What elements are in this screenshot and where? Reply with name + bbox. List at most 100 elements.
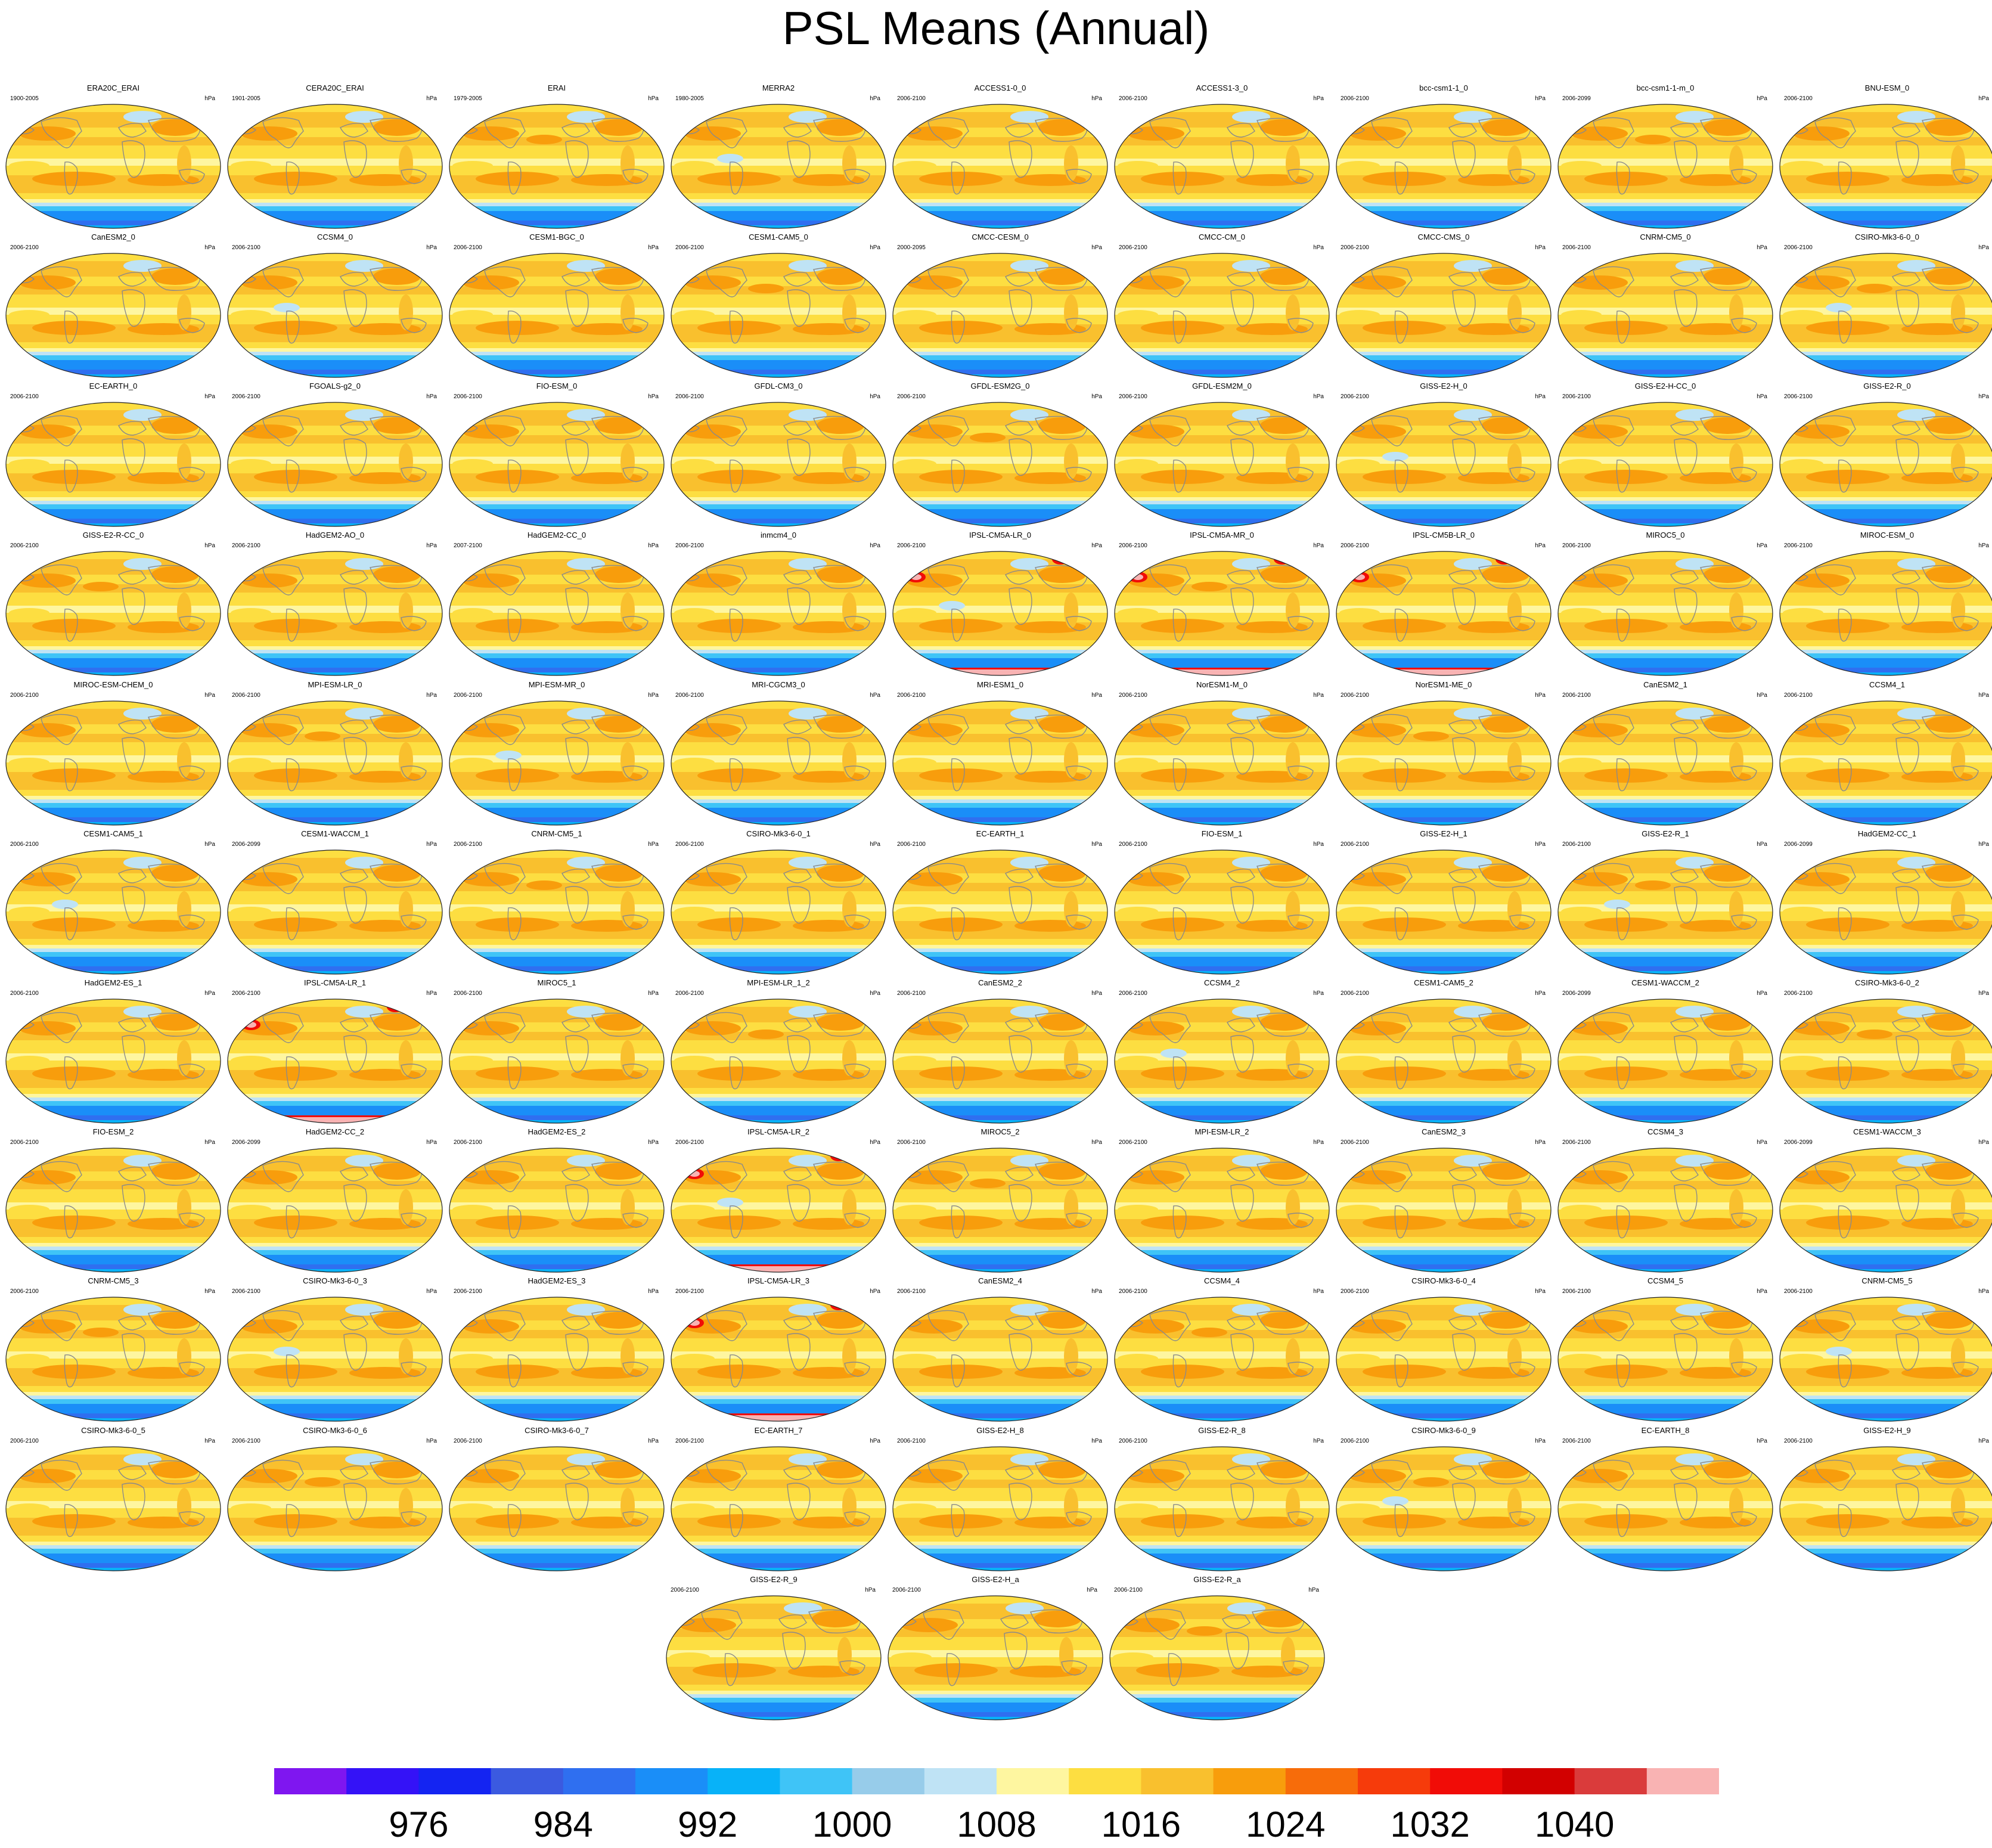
panel-units: hPa bbox=[1535, 95, 1546, 102]
world-map bbox=[1114, 1148, 1330, 1273]
colorbar-tick-label: 1000 bbox=[812, 1804, 892, 1844]
panel-period: 2006-2100 bbox=[1562, 692, 1591, 699]
panel-period: 2006-2100 bbox=[232, 1288, 260, 1295]
colorbar-swatch bbox=[563, 1768, 636, 1794]
map-panel: CCSM4_5 2006-2100 hPa bbox=[1557, 1276, 1773, 1424]
world-map bbox=[1779, 849, 1992, 975]
world-map bbox=[1779, 700, 1992, 826]
panel-period: 2006-2100 bbox=[675, 990, 704, 997]
panel-units: hPa bbox=[204, 95, 215, 102]
pressure-field bbox=[449, 1447, 664, 1571]
panel-title: GISS-E2-R_0 bbox=[1863, 382, 1911, 390]
panel-units: hPa bbox=[204, 1139, 215, 1146]
panel-period: 2006-2100 bbox=[1784, 692, 1813, 699]
world-map bbox=[671, 551, 886, 676]
map-panel: GISS-E2-R_1 2006-2100 hPa bbox=[1557, 829, 1773, 977]
world-map bbox=[1114, 1297, 1330, 1422]
map-panel: ERA20C_ERAI 1900-2005 hPa bbox=[5, 83, 221, 231]
panel-units: hPa bbox=[426, 692, 437, 699]
map-panel: CSIRO-Mk3-6-0_6 2006-2100 hPa bbox=[227, 1426, 443, 1574]
panel-units: hPa bbox=[870, 990, 880, 997]
map-panel: HadGEM2-ES_3 2006-2100 hPa bbox=[449, 1276, 665, 1424]
world-map bbox=[1779, 402, 1992, 527]
panel-title: MIROC-ESM-CHEM_0 bbox=[73, 680, 153, 689]
panel-units: hPa bbox=[1757, 542, 1767, 549]
panel-title: CCSM4_1 bbox=[1869, 680, 1905, 689]
colorbar-swatch bbox=[1358, 1768, 1431, 1794]
panel-units: hPa bbox=[1313, 1438, 1324, 1444]
map-panel: NorESM1-M_0 2006-2100 hPa bbox=[1114, 680, 1330, 828]
world-map bbox=[1557, 849, 1773, 975]
panel-period: 2006-2100 bbox=[1784, 990, 1813, 997]
map-panel: CMCC-CESM_0 2000-2095 hPa bbox=[892, 232, 1108, 380]
panel-period: 2006-2100 bbox=[1784, 95, 1813, 102]
world-map bbox=[449, 1148, 665, 1273]
world-map bbox=[671, 104, 886, 229]
panel-title: GISS-E2-H_a bbox=[972, 1575, 1019, 1584]
panel-title: EC-EARTH_1 bbox=[976, 829, 1025, 838]
world-map bbox=[1557, 1446, 1773, 1571]
pressure-field bbox=[1558, 1447, 1773, 1571]
map-panel: GFDL-ESM2G_0 2006-2100 hPa bbox=[892, 382, 1108, 529]
map-panel: GISS-E2-H_1 2006-2100 hPa bbox=[1336, 829, 1552, 977]
panel-period: 2006-2100 bbox=[1119, 1438, 1147, 1444]
colorbar-swatch bbox=[1430, 1768, 1503, 1794]
panel-units: hPa bbox=[1091, 990, 1102, 997]
panel-title: bcc-csm1-1-m_0 bbox=[1636, 83, 1695, 92]
panel-units: hPa bbox=[870, 542, 880, 549]
colorbar-swatch bbox=[1141, 1768, 1214, 1794]
panel-units: hPa bbox=[1313, 542, 1324, 549]
map-panel: CSIRO-Mk3-6-0_3 2006-2100 hPa bbox=[227, 1276, 443, 1424]
panel-period: 2006-2100 bbox=[1119, 841, 1147, 848]
map-panel: CNRM-CM5_0 2006-2100 hPa bbox=[1557, 232, 1773, 380]
panel-title: ERAI bbox=[547, 83, 566, 92]
panel-period: 2006-2100 bbox=[675, 1139, 704, 1146]
world-map bbox=[227, 849, 443, 975]
panel-title: GISS-E2-H_0 bbox=[1420, 382, 1467, 390]
pressure-field bbox=[1336, 1148, 1551, 1272]
panel-title: CERA20C_ERAI bbox=[306, 83, 364, 92]
map-panel: FIO-ESM_2 2006-2100 hPa bbox=[5, 1127, 221, 1275]
panel-units: hPa bbox=[426, 990, 437, 997]
map-panel: CESM1-CAM5_1 2006-2100 hPa bbox=[5, 829, 221, 977]
map-panel: MRI-ESM1_0 2006-2100 hPa bbox=[892, 680, 1108, 828]
panel-period: 2006-2100 bbox=[1119, 990, 1147, 997]
world-map bbox=[1114, 253, 1330, 378]
map-panel: IPSL-CM5A-LR_3 2006-2100 hPa bbox=[671, 1276, 886, 1424]
colorbar-tick-label: 1040 bbox=[1534, 1804, 1615, 1844]
panel-period: 2006-2100 bbox=[892, 1587, 921, 1593]
map-panel: MERRA2 1980-2005 hPa bbox=[671, 83, 886, 231]
world-map bbox=[1557, 104, 1773, 229]
panel-units: hPa bbox=[1313, 244, 1324, 251]
panel-units: hPa bbox=[204, 393, 215, 400]
panel-period: 2006-2100 bbox=[10, 393, 39, 400]
panel-title: ACCESS1-3_0 bbox=[1196, 83, 1248, 92]
panel-units: hPa bbox=[648, 1139, 659, 1146]
panel-title: GISS-E2-R-CC_0 bbox=[82, 531, 144, 539]
world-map bbox=[1114, 849, 1330, 975]
pressure-field bbox=[1558, 104, 1773, 228]
panel-period: 2006-2100 bbox=[675, 1438, 704, 1444]
world-map bbox=[1336, 1297, 1552, 1422]
panel-units: hPa bbox=[648, 95, 659, 102]
panel-title: GISS-E2-R_8 bbox=[1198, 1426, 1246, 1435]
panel-units: hPa bbox=[1091, 95, 1102, 102]
map-panel: CMCC-CM_0 2006-2100 hPa bbox=[1114, 232, 1330, 380]
panel-units: hPa bbox=[1091, 1438, 1102, 1444]
panel-units: hPa bbox=[1978, 1288, 1989, 1295]
map-panel: CESM1-WACCM_3 2006-2099 hPa bbox=[1779, 1127, 1992, 1275]
panel-title: FIO-ESM_0 bbox=[536, 382, 578, 390]
panel-units: hPa bbox=[204, 990, 215, 997]
panel-period: 2006-2100 bbox=[897, 1288, 926, 1295]
panel-period: 2006-2100 bbox=[454, 841, 482, 848]
pressure-field bbox=[1336, 999, 1551, 1123]
pressure-field bbox=[1558, 999, 1773, 1123]
map-panel: CESM1-BGC_0 2006-2100 hPa bbox=[449, 232, 665, 380]
panel-units: hPa bbox=[426, 1438, 437, 1444]
panel-units: hPa bbox=[1091, 244, 1102, 251]
panel-title: CESM1-CAM5_2 bbox=[1414, 978, 1473, 987]
panel-period: 2006-2100 bbox=[1119, 244, 1147, 251]
panel-units: hPa bbox=[1978, 990, 1989, 997]
map-panel: GISS-E2-H_0 2006-2100 hPa bbox=[1336, 382, 1552, 529]
panel-period: 2006-2100 bbox=[454, 393, 482, 400]
